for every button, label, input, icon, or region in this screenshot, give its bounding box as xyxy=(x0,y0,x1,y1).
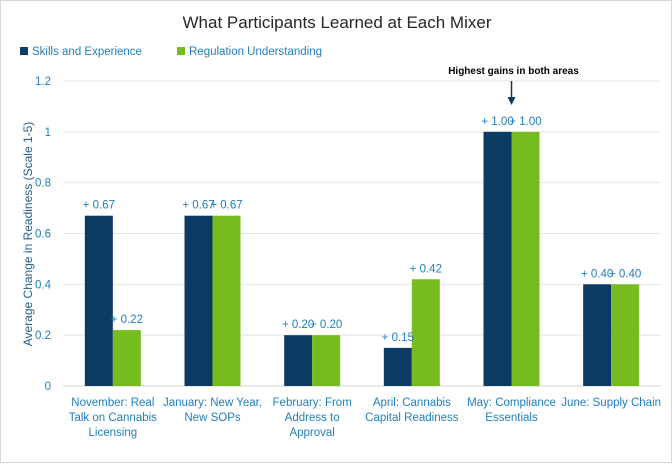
gridlines xyxy=(63,80,661,387)
y-tick-label: 1 xyxy=(45,127,51,139)
x-category-label-line: New SOPs xyxy=(184,412,240,424)
bar-skills xyxy=(184,215,213,386)
bar-skills xyxy=(383,347,412,386)
bar-regulation xyxy=(611,284,640,386)
data-label-skills: + 0.67 xyxy=(182,200,214,212)
y-axis-label: Average Change in Readiness (Scale 1-5) xyxy=(21,122,35,347)
x-category-label: May: Compliance Essentials xyxy=(467,397,556,424)
data-label-skills: + 0.67 xyxy=(83,200,115,212)
bar-regulation xyxy=(312,335,341,386)
x-category-label-line: Approval xyxy=(289,427,334,439)
bar-regulation xyxy=(212,215,241,386)
y-axis-ticks: 0 0.2 0.4 0.6 0.8 1 1.2 xyxy=(35,76,52,393)
x-category-label-line: April: Cannabis xyxy=(373,397,451,409)
legend-label-skills: Skills and Experience xyxy=(32,46,142,58)
annotation-arrow-head xyxy=(507,97,516,105)
legend-label-regulation: Regulation Understanding xyxy=(189,46,322,58)
x-category-label: June: Supply Chain xyxy=(561,397,661,409)
x-category-label: February: From Address to Approval xyxy=(273,397,352,439)
data-label-skills: + 0.15 xyxy=(382,332,414,344)
data-label-regulation: + 0.67 xyxy=(210,200,242,212)
x-category-label-line: Licensing xyxy=(89,427,138,439)
x-category-label-line: May: Compliance xyxy=(467,397,556,409)
annotation: Highest gains in both areas xyxy=(448,66,579,105)
bar-regulation xyxy=(511,131,540,386)
data-label-regulation: + 0.20 xyxy=(310,319,342,331)
x-category-label: November: Real Talk on Cannabis Licensing xyxy=(69,397,157,439)
y-tick-label: 0.8 xyxy=(35,178,51,190)
data-label-skills: + 0.40 xyxy=(581,268,613,280)
bar-regulation xyxy=(411,279,440,386)
y-tick-label: 1.2 xyxy=(35,76,51,88)
data-label-regulation: + 0.40 xyxy=(609,268,641,280)
y-tick-label: 0 xyxy=(45,381,51,393)
bar-skills xyxy=(483,131,512,386)
x-category-label-line: Essentials xyxy=(485,412,538,424)
x-category-label-line: January: New Year, xyxy=(163,397,262,409)
y-tick-label: 0.6 xyxy=(35,229,51,241)
x-category-label-line: November: Real xyxy=(71,397,154,409)
y-tick-label: 0.2 xyxy=(35,330,51,342)
x-category-label-line: Address to xyxy=(285,412,340,424)
data-label-regulation: + 0.42 xyxy=(410,263,442,275)
x-axis-categories: November: Real Talk on Cannabis Licensing J… xyxy=(69,397,661,439)
bars xyxy=(84,131,640,386)
chart-title: What Participants Learned at Each Mixer xyxy=(183,13,492,32)
legend: Skills and Experience Regulation Underst… xyxy=(20,46,322,58)
legend-swatch-regulation xyxy=(177,47,185,55)
bar-skills xyxy=(284,335,313,386)
bar-regulation xyxy=(112,330,141,386)
bar-skills xyxy=(84,215,113,386)
data-label-regulation: + 1.00 xyxy=(509,116,541,128)
annotation-text: Highest gains in both areas xyxy=(448,66,579,77)
x-category-label: January: New Year, New SOPs xyxy=(163,397,262,424)
x-category-label-line: February: From xyxy=(273,397,352,409)
x-category-label-line: June: Supply Chain xyxy=(561,397,661,409)
x-category-label-line: Capital Readiness xyxy=(365,412,459,424)
bar-skills xyxy=(583,284,612,386)
y-tick-label: 0.4 xyxy=(35,279,52,291)
x-category-label: April: Cannabis Capital Readiness xyxy=(365,397,459,424)
data-label-skills: + 0.20 xyxy=(282,319,314,331)
legend-swatch-skills xyxy=(20,47,28,55)
x-category-label-line: Talk on Cannabis xyxy=(69,412,157,424)
data-label-skills: + 1.00 xyxy=(481,116,513,128)
data-labels: + 0.67+ 0.22+ 0.67+ 0.67+ 0.20+ 0.20+ 0.… xyxy=(83,116,642,344)
data-label-regulation: + 0.22 xyxy=(111,314,143,326)
